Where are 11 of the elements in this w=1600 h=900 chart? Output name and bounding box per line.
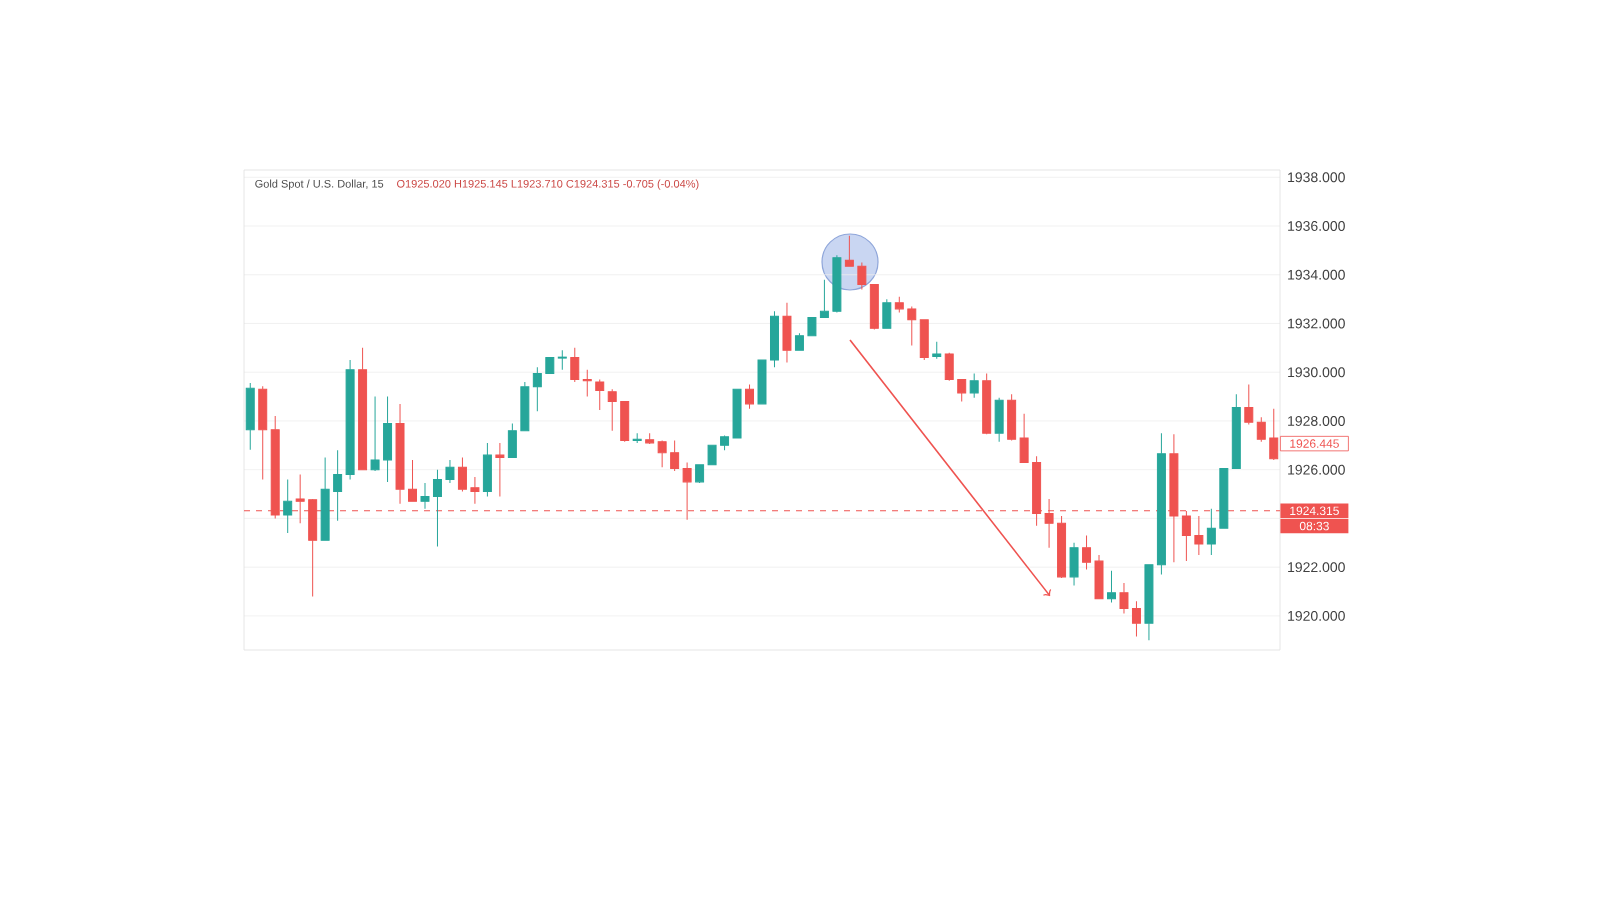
candlestick — [570, 347, 580, 383]
candlestick — [258, 385, 268, 480]
candlestick — [245, 382, 255, 451]
candlestick — [1244, 383, 1254, 426]
candlestick — [495, 442, 505, 497]
candlestick — [782, 302, 792, 363]
candlestick — [582, 369, 592, 398]
candlestick — [1069, 542, 1079, 586]
candlestick — [932, 341, 942, 360]
candlestick — [632, 432, 642, 444]
candlestick — [283, 478, 293, 534]
